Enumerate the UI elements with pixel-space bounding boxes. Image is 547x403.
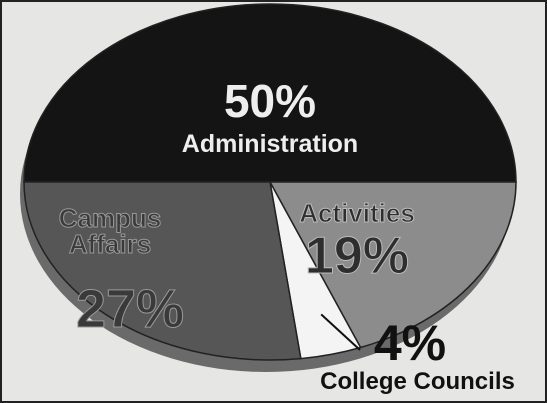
slice-value-label: 50% <box>223 75 317 127</box>
pie-slice <box>268 181 517 349</box>
slice-label: College Councils <box>320 368 515 395</box>
slice-value-label: 19% <box>304 227 410 285</box>
pie-slice <box>23 181 302 361</box>
pie-slice <box>23 3 517 183</box>
slice-value-label: 27% <box>75 279 185 339</box>
slice-label: Campus Affairs <box>58 203 162 259</box>
slice-value-label: 4% <box>373 315 447 371</box>
slice-label: Administration <box>181 130 359 158</box>
leader-line <box>320 313 361 351</box>
slice-label: Activities <box>299 198 416 228</box>
